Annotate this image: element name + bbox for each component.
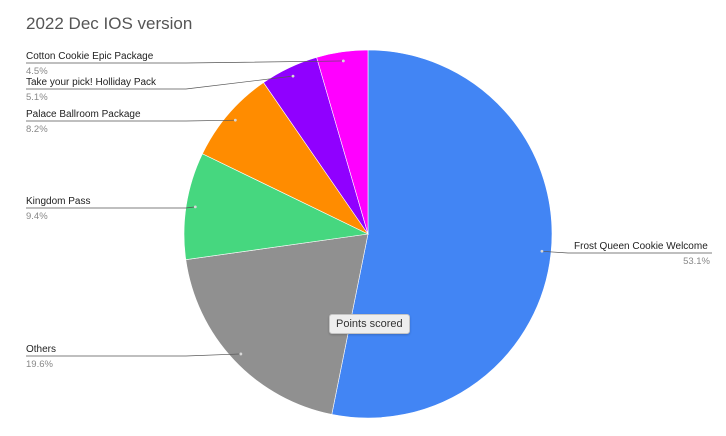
leader-dot-2 bbox=[193, 205, 197, 209]
slice-percent-3: 8.2% bbox=[26, 124, 48, 135]
tooltip: Points scored bbox=[329, 314, 410, 334]
leader-line-0 bbox=[541, 250, 712, 254]
slice-percent-5: 4.5% bbox=[26, 66, 48, 77]
leader-line-3 bbox=[26, 119, 236, 122]
leader-line-1 bbox=[26, 353, 241, 357]
pie-slice-1 bbox=[185, 233, 369, 415]
chart-title: 2022 Dec IOS version bbox=[26, 14, 193, 33]
slice-label-2: Kingdom Pass bbox=[26, 196, 90, 207]
leader-line-5 bbox=[26, 60, 344, 64]
pie-slice-2 bbox=[183, 153, 370, 261]
slice-percent-0: 53.1% bbox=[683, 256, 710, 267]
leader-dot-0 bbox=[540, 249, 544, 253]
leader-dot-4 bbox=[291, 74, 295, 78]
slice-percent-1: 19.6% bbox=[26, 359, 53, 370]
pie-slice-5 bbox=[316, 49, 369, 235]
slice-label-3: Palace Ballroom Package bbox=[26, 109, 141, 120]
slice-label-1: Others bbox=[26, 344, 56, 355]
slice-percent-2: 9.4% bbox=[26, 211, 48, 222]
leader-dot-3 bbox=[233, 118, 237, 122]
slice-percent-4: 5.1% bbox=[26, 92, 48, 103]
slice-label-5: Cotton Cookie Epic Package bbox=[26, 51, 154, 62]
leader-dot-1 bbox=[239, 352, 243, 356]
leader-line-4 bbox=[26, 75, 294, 90]
leader-dot-5 bbox=[341, 59, 345, 63]
slice-label-4: Take your pick! Holliday Pack bbox=[26, 77, 157, 88]
pie-slice-3 bbox=[202, 82, 369, 235]
leader-line-2 bbox=[26, 206, 196, 209]
slice-label-0: Frost Queen Cookie Welcome bbox=[574, 241, 708, 252]
